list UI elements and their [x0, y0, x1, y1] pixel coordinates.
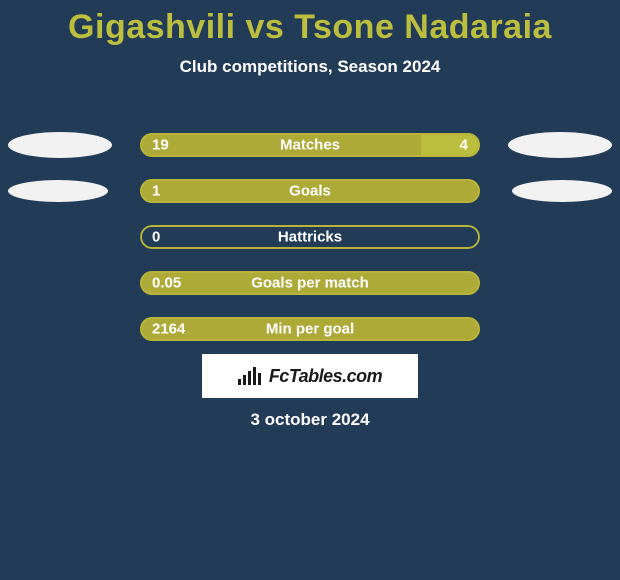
stat-label: Goals — [289, 183, 331, 200]
stat-label: Min per goal — [266, 321, 354, 338]
stat-bar: 1 Goals — [140, 179, 480, 203]
stat-value-left: 1 — [152, 183, 160, 200]
logo-text: FcTables.com — [269, 366, 382, 387]
stat-label: Hattricks — [278, 229, 342, 246]
page-title: Gigashvili vs Tsone Nadaraia — [0, 0, 620, 47]
player-right-ellipse — [512, 180, 612, 202]
stat-bar: 19 4 Matches — [140, 133, 480, 157]
stat-label: Goals per match — [251, 275, 369, 292]
stat-value-left: 0.05 — [152, 275, 181, 292]
stat-value-left: 0 — [152, 229, 160, 246]
stat-row: 0.05 Goals per match — [0, 260, 620, 306]
stat-value-right: 4 — [460, 137, 468, 154]
page-subtitle: Club competitions, Season 2024 — [0, 57, 620, 77]
stat-row: 0 Hattricks — [0, 214, 620, 260]
stat-row: 19 4 Matches — [0, 122, 620, 168]
player-right-ellipse — [508, 132, 612, 158]
stat-row: 1 Goals — [0, 168, 620, 214]
player-left-ellipse — [8, 180, 108, 202]
logo-bars-icon — [238, 367, 263, 385]
player-left-ellipse — [8, 132, 112, 158]
stat-value-left: 2164 — [152, 321, 185, 338]
stat-bar: 2164 Min per goal — [140, 317, 480, 341]
comparison-card: Gigashvili vs Tsone Nadaraia Club compet… — [0, 0, 620, 580]
stat-bar: 0.05 Goals per match — [140, 271, 480, 295]
stat-bar-right — [421, 133, 480, 157]
comparison-chart: 19 4 Matches 1 Goals 0 Hattricks 0.05 Goals per … — [0, 122, 620, 352]
stat-bar: 0 Hattricks — [140, 225, 480, 249]
stat-label: Matches — [280, 137, 340, 154]
fctables-logo[interactable]: FcTables.com — [202, 354, 418, 398]
footer-date: 3 october 2024 — [0, 410, 620, 430]
stat-row: 2164 Min per goal — [0, 306, 620, 352]
stat-value-left: 19 — [152, 137, 169, 154]
